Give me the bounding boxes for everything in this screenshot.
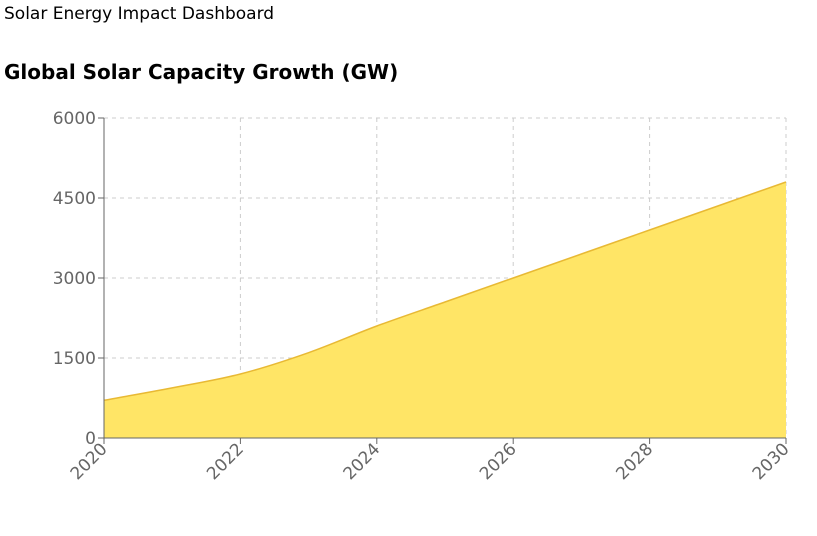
x-tick-label: 2028: [612, 439, 657, 484]
y-tick-label: 1500: [53, 349, 96, 369]
plot-area: [103, 181, 787, 438]
x-tick-label: 2026: [476, 439, 521, 484]
y-tick-label: 3000: [53, 269, 96, 289]
y-tick-label: 6000: [53, 109, 96, 129]
x-tick-label: 2024: [340, 439, 385, 484]
chart-title: Global Solar Capacity Growth (GW): [4, 60, 399, 84]
x-tick-label: 2030: [749, 439, 794, 484]
area-fill: [104, 182, 786, 438]
x-tick-label: 2022: [203, 439, 248, 484]
y-tick-label: 4500: [53, 189, 96, 209]
axes: [98, 117, 787, 444]
app-title: Solar Energy Impact Dashboard: [4, 4, 275, 24]
area-line: [103, 181, 787, 402]
y-tick-label: 0: [85, 429, 96, 449]
